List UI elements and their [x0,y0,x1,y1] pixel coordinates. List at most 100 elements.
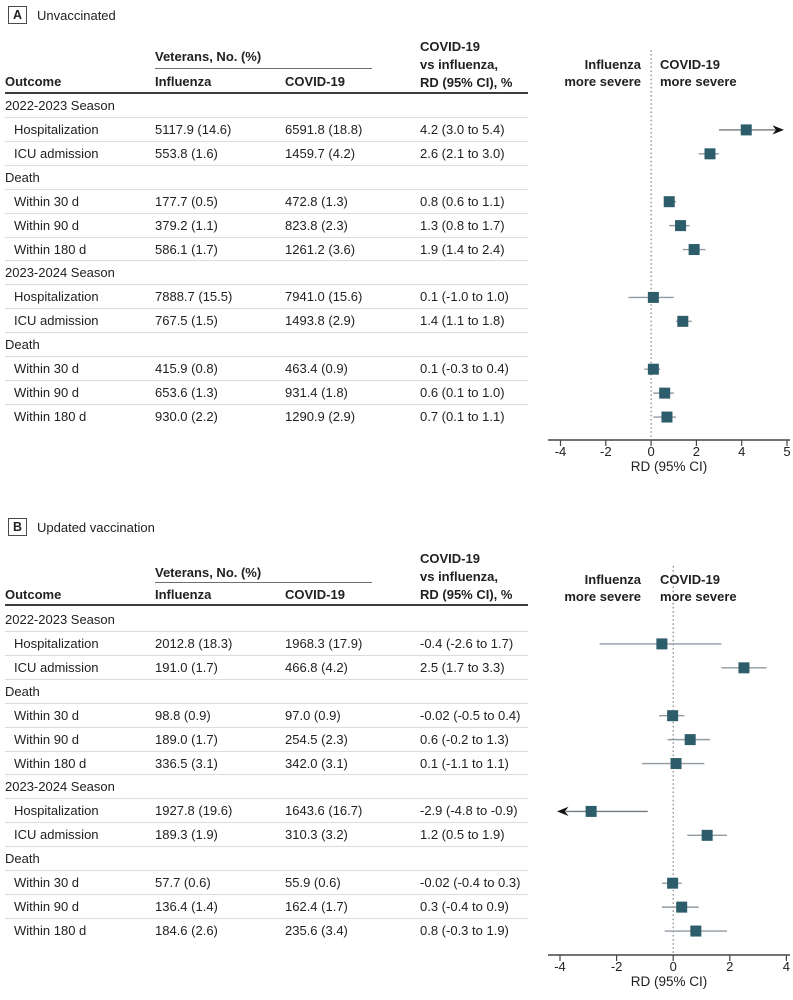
influenza-cell: 2012.8 (18.3) [155,635,233,651]
covid-cell: 342.0 (3.1) [285,755,348,771]
tick-label: 2 [726,959,733,974]
table-row: ICU admission 191.0 (1.7) 466.8 (4.2) 2.5 (… [5,656,528,680]
tick-label: -4 [555,444,567,459]
influenza-cell: 177.7 (0.5) [155,193,218,209]
covid-cell: 823.8 (2.3) [285,217,348,233]
influenza-cell: 191.0 (1.7) [155,659,218,675]
covid-cell: 466.8 (4.2) [285,659,348,675]
tick-label: 0 [647,444,654,459]
outcome-cell: Hospitalization [14,289,99,305]
rd-cell: 1.9 (1.4 to 2.4) [420,241,505,257]
rd-cell: -0.4 (-2.6 to 1.7) [420,635,514,651]
covid-cell: 254.5 (2.3) [285,731,348,747]
point-estimate-square [585,805,597,817]
outcome-cell: 2022-2023 Season [5,612,115,627]
tick-label: 4 [738,444,745,459]
rd-header-line: RD (95% CI), % [420,75,513,90]
rd-header-line: COVID-19 [420,39,480,54]
rd-cell: 1.3 (0.8 to 1.7) [420,217,505,233]
tick-label: 2 [693,444,700,459]
outcome-table-b: 2022-2023 Season Hospitalization 2012.8 (1… [5,608,528,943]
label-line: more severe [660,589,737,604]
outcome-cell: Within 180 d [14,922,87,938]
covid-cell: 97.0 (0.9) [285,707,341,723]
rd-cell: -0.02 (-0.4 to 0.3) [420,875,521,891]
outcome-cell: Hospitalization [14,121,99,137]
table-row: 2023-2024 Season [5,775,528,800]
rd-cell: 2.5 (1.7 to 3.3) [420,659,505,675]
covid-cell: 235.6 (3.4) [285,922,348,938]
table-row: Within 180 d 184.6 (2.6) 235.6 (3.4) 0.8 (-… [5,919,528,943]
table-header-rule-b [5,604,528,606]
table-row: 2023-2024 Season [5,261,528,286]
panel-b-title: B Updated vaccination [8,518,155,536]
table-row: Within 90 d 379.2 (1.1) 823.8 (2.3) 1.3 (0.… [5,214,528,238]
outcome-cell: ICU admission [14,659,99,675]
outcome-cell: Within 180 d [14,241,87,257]
covid-cell: 1968.3 (17.9) [285,635,363,651]
rd-cell: 0.1 (-0.3 to 0.4) [420,361,509,377]
rd-cell: 2.6 (2.1 to 3.0) [420,145,505,161]
point-estimate-square [661,411,673,423]
label-line: Influenza [584,57,641,72]
outcome-cell: Within 30 d [14,875,80,891]
veterans-underline-a [155,68,372,69]
table-row: Within 180 d 336.5 (3.1) 342.0 (3.1) 0.1 (-… [5,752,528,776]
group-header-veterans-b: Veterans, No. (%) [155,565,262,580]
panel-a-tag: A [8,6,27,24]
rd-cell: -2.9 (-4.8 to -0.9) [420,803,518,819]
left-severity-label-b: Influenza more severe [545,571,641,605]
influenza-cell: 57.7 (0.6) [155,875,211,891]
label-line: COVID-19 [660,572,720,587]
outcome-cell: Death [5,683,40,699]
influenza-cell: 586.1 (1.7) [155,241,218,257]
point-estimate-square [684,734,696,746]
table-row: Hospitalization 1927.8 (19.6) 1643.6 (16.7… [5,799,528,824]
label-line: more severe [660,74,737,89]
tick-label: -2 [611,959,623,974]
col-header-covid-a: COVID-19 [285,74,345,89]
table-row: Death [5,847,528,872]
influenza-cell: 415.9 (0.8) [155,361,218,377]
covid-cell: 1290.9 (2.9) [285,408,356,424]
point-estimate-square [738,662,750,674]
table-row: Death [5,166,528,190]
influenza-cell: 379.2 (1.1) [155,217,218,233]
table-row: ICU admission 189.3 (1.9) 310.3 (3.2) 1.2 (… [5,823,528,848]
tick-label: -4 [554,959,566,974]
outcome-cell: 2023-2024 Season [5,265,115,281]
tick-label: 5 [783,444,790,459]
outcome-cell: Death [5,851,40,867]
rd-cell: 0.6 (0.1 to 1.0) [420,385,505,401]
point-estimate-square [675,220,687,232]
point-estimate-square [690,925,702,937]
table-row: Death [5,680,528,704]
influenza-cell: 767.5 (1.5) [155,313,218,329]
outcome-cell: Within 90 d [14,899,80,915]
table-row: Within 30 d 177.7 (0.5) 472.8 (1.3) 0.8 (0.… [5,190,528,214]
covid-cell: 55.9 (0.6) [285,875,341,891]
table-row: Within 30 d 415.9 (0.8) 463.4 (0.9) 0.1 (-0… [5,357,528,382]
table-header-rule-a [5,92,528,94]
outcome-cell: Hospitalization [14,635,99,651]
rd-column-header-a: COVID-19 vs influenza, RD (95% CI), % [420,38,512,92]
label-line: more severe [564,589,641,604]
outcome-cell: 2022-2023 Season [5,98,115,113]
point-estimate-square [688,244,700,256]
table-row: ICU admission 767.5 (1.5) 1493.8 (2.9) 1.4 … [5,309,528,334]
rd-cell: 0.7 (0.1 to 1.1) [420,408,505,424]
rd-cell: -0.02 (-0.5 to 0.4) [420,707,521,723]
table-row: ICU admission 553.8 (1.6) 1459.7 (4.2) 2.6 … [5,142,528,166]
col-header-outcome-b: Outcome [5,587,62,602]
table-row: 2022-2023 Season [5,94,528,118]
right-severity-label-b: COVID-19 more severe [660,571,790,605]
influenza-cell: 930.0 (2.2) [155,408,218,424]
col-header-outcome-a: Outcome [5,74,62,89]
right-severity-label-a: COVID-19 more severe [660,56,790,90]
point-estimate-square [676,901,688,913]
rd-header-line: vs influenza, [420,569,499,584]
rd-cell: 0.8 (-0.3 to 1.9) [420,922,509,938]
outcome-cell: Within 90 d [14,385,80,401]
covid-cell: 931.4 (1.8) [285,385,348,401]
influenza-cell: 98.8 (0.9) [155,707,211,723]
